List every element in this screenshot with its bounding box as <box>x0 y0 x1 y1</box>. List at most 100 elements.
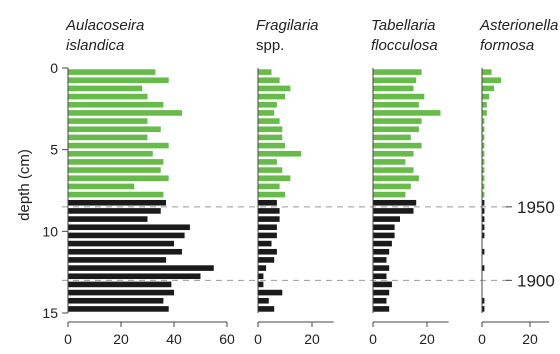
bar <box>373 101 419 108</box>
bar <box>373 232 395 239</box>
panel-title-line: flocculosa <box>371 37 438 54</box>
y-tick-label: 15 <box>42 305 58 321</box>
bar <box>373 248 390 255</box>
bar <box>258 134 283 141</box>
date-lines <box>62 206 510 281</box>
y-axis: 0 5 10 15 <box>42 60 68 321</box>
bar <box>68 134 148 141</box>
bar <box>258 69 272 75</box>
bar <box>482 85 494 92</box>
bar <box>482 93 490 100</box>
bar <box>482 183 485 190</box>
bar <box>258 273 264 280</box>
panel-title-line: Aulacoseira <box>65 17 144 34</box>
panel-title-line: Tabellaria <box>371 17 436 34</box>
bar <box>68 191 164 198</box>
bar <box>68 273 201 280</box>
bar <box>258 232 277 239</box>
bar <box>258 175 291 182</box>
bar <box>258 208 280 214</box>
bar <box>68 216 148 222</box>
bar <box>482 265 485 271</box>
y-tick-label: 5 <box>50 142 58 158</box>
bar <box>68 150 153 157</box>
bar <box>68 289 174 296</box>
bar <box>68 69 156 75</box>
bar <box>482 69 492 75</box>
bar <box>68 265 214 271</box>
bar <box>482 208 485 214</box>
panel-1: Aulacoseira islandica 0 20 40 60 <box>64 17 235 347</box>
bar <box>68 183 135 190</box>
x-tick-label: 20 <box>304 331 320 347</box>
bar <box>258 306 275 312</box>
y-tick-label: 10 <box>42 223 58 239</box>
y-tick-label: 0 <box>50 60 58 76</box>
bar <box>373 93 425 100</box>
bar <box>68 281 172 288</box>
x-tick-label: 20 <box>522 331 538 347</box>
bar <box>258 150 302 157</box>
bar <box>373 265 390 271</box>
x-tick-label: 0 <box>478 331 486 347</box>
bar <box>258 183 280 190</box>
bar <box>373 289 390 296</box>
bar <box>482 297 485 304</box>
date-label: 1900 <box>517 271 555 290</box>
bar <box>68 257 167 263</box>
x-tick-label: 20 <box>419 331 435 347</box>
bar <box>258 240 272 247</box>
bar <box>258 248 277 255</box>
bar <box>258 216 280 222</box>
x-tick-label: 0 <box>64 331 72 347</box>
bar <box>482 110 487 116</box>
bar <box>68 248 182 255</box>
bar <box>482 175 485 182</box>
bar <box>68 297 164 304</box>
y-axis-title: depth (cm) <box>16 149 33 221</box>
panel-title-line: Fragilaria <box>256 17 319 34</box>
bar <box>373 142 422 149</box>
date-label: 1950 <box>517 198 555 217</box>
bar <box>258 281 264 288</box>
bar <box>482 150 485 157</box>
bar <box>258 297 269 304</box>
x-tick-label: 20 <box>113 331 129 347</box>
bar <box>258 110 275 116</box>
bar <box>373 240 392 247</box>
bar <box>373 134 411 141</box>
bar <box>68 101 164 108</box>
bar <box>68 240 174 247</box>
bar <box>482 232 485 239</box>
bar <box>258 126 283 133</box>
bar <box>373 208 414 214</box>
date-labels: 1950 1900 <box>506 198 555 290</box>
bar <box>68 306 169 312</box>
bar <box>373 183 411 190</box>
bar <box>373 257 387 263</box>
bar <box>68 159 164 165</box>
bar <box>482 134 485 141</box>
bar <box>482 167 485 173</box>
bar <box>482 159 485 165</box>
bar <box>482 118 485 124</box>
panel-2: Fragilaria spp. 0 20 <box>254 17 334 347</box>
panel-4: Asterionella formosa 0 20 <box>478 17 558 347</box>
bar <box>68 118 148 124</box>
bar <box>258 159 277 165</box>
bar <box>258 199 277 206</box>
bar <box>482 142 485 149</box>
bar <box>373 199 417 206</box>
bar <box>373 281 392 288</box>
bar <box>68 175 169 182</box>
bar <box>373 126 419 133</box>
bar <box>373 224 395 231</box>
bar <box>482 248 485 255</box>
bar <box>482 126 485 133</box>
x-tick-label: 0 <box>254 331 262 347</box>
bar <box>258 142 285 149</box>
bar <box>258 101 277 108</box>
bar <box>258 93 285 100</box>
bar <box>482 306 485 312</box>
bar <box>258 77 280 84</box>
